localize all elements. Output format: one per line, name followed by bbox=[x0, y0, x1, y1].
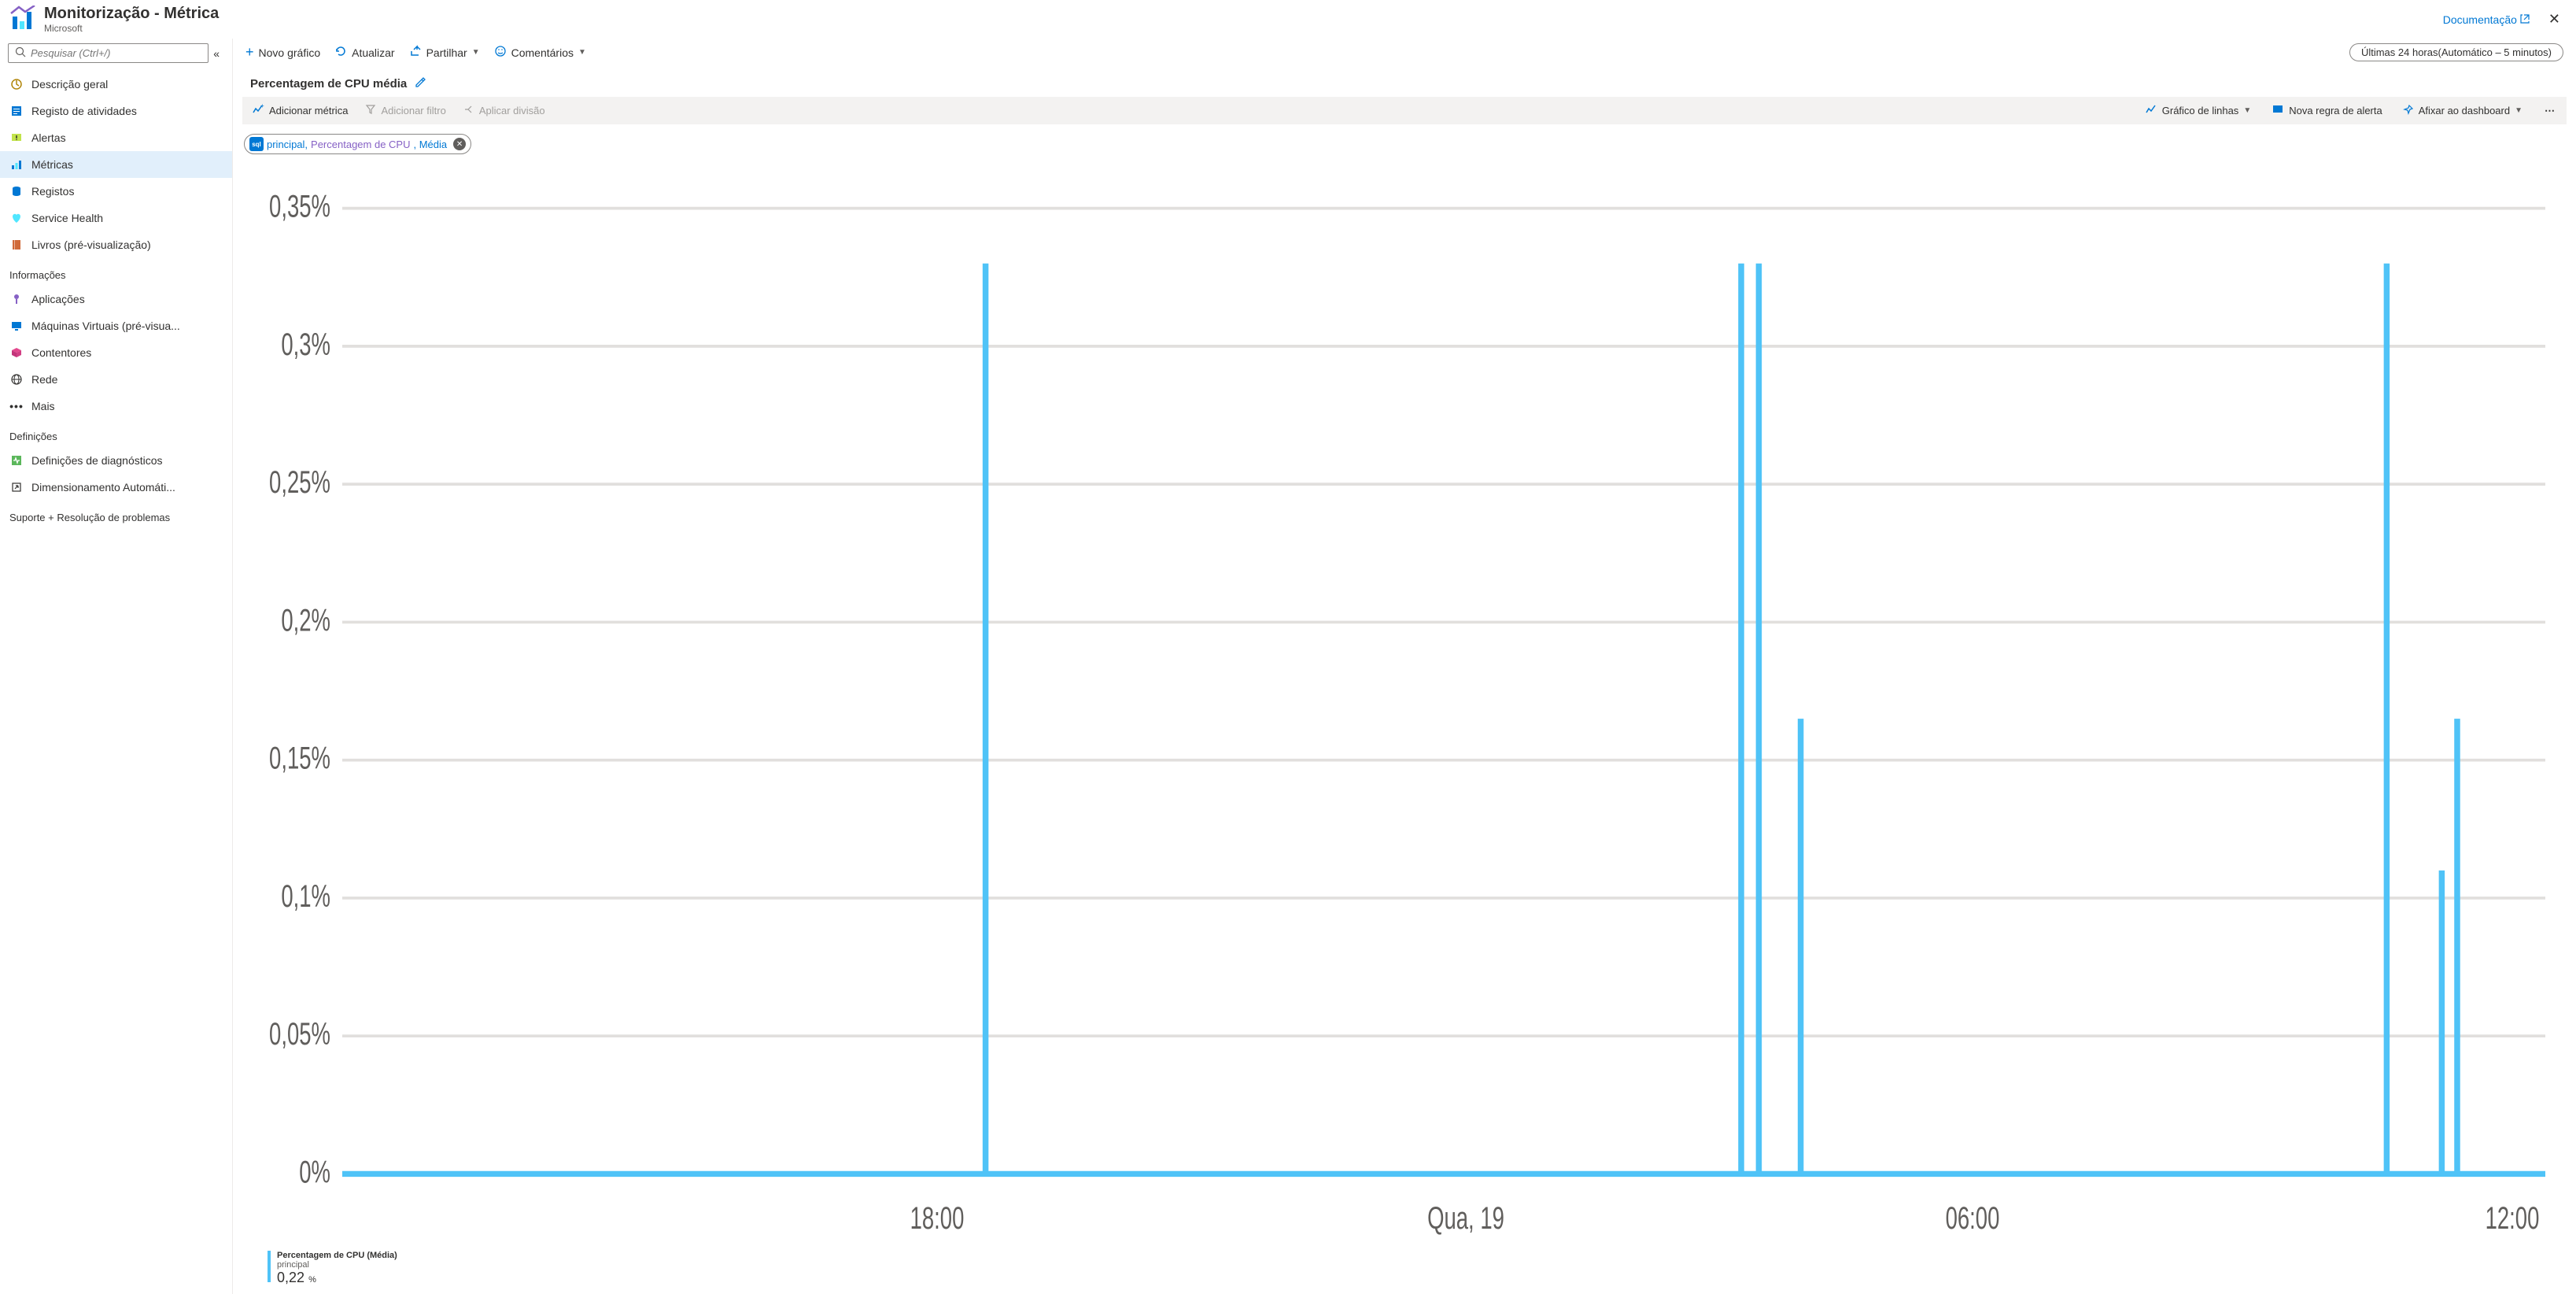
header: Monitorização - Métrica Microsoft Docume… bbox=[0, 0, 2576, 39]
chart-legend: Percentagem de CPU (Média) principal 0,2… bbox=[244, 1246, 2565, 1286]
svg-text:0%: 0% bbox=[299, 1155, 330, 1189]
feedback-button[interactable]: Comentários ▼ bbox=[494, 45, 586, 60]
svg-text:0,35%: 0,35% bbox=[269, 190, 330, 224]
network-icon bbox=[9, 372, 24, 386]
pin-icon bbox=[2403, 104, 2414, 117]
svg-text:0,15%: 0,15% bbox=[269, 741, 330, 776]
pin-dashboard-button[interactable]: Afixar ao dashboard ▼ bbox=[2400, 102, 2526, 119]
chart-title: Percentagem de CPU média bbox=[250, 77, 407, 91]
sidebar-item-metrics[interactable]: Métricas bbox=[0, 151, 232, 178]
page-title: Monitorização - Métrica bbox=[44, 5, 219, 23]
time-range-picker[interactable]: Últimas 24 horas(Automático – 5 minutos) bbox=[2349, 43, 2563, 61]
filter-icon bbox=[365, 104, 376, 117]
sidebar-item-overview[interactable]: Descrição geral bbox=[0, 71, 232, 98]
search-icon bbox=[15, 46, 26, 60]
containers-icon bbox=[9, 346, 24, 360]
overview-icon bbox=[9, 77, 24, 91]
external-link-icon bbox=[2520, 13, 2530, 26]
sidebar-item-service-health[interactable]: Service Health bbox=[0, 205, 232, 231]
remove-chip-button[interactable]: ✕ bbox=[453, 138, 466, 150]
metric-icon: + bbox=[252, 103, 264, 118]
chevron-down-icon: ▼ bbox=[2515, 106, 2522, 115]
logs-icon bbox=[9, 184, 24, 198]
svg-text:12:00: 12:00 bbox=[2486, 1201, 2540, 1236]
chart-toolbar: + Adicionar métrica Adicionar filtro Apl… bbox=[242, 97, 2567, 124]
diagnostics-icon bbox=[9, 453, 24, 468]
chevron-down-icon: ▼ bbox=[578, 48, 586, 57]
main-toolbar: + Novo gráfico Atualizar Partilhar ▼ Com… bbox=[233, 39, 2576, 66]
new-alert-button[interactable]: Nova regra de alerta bbox=[2268, 102, 2386, 120]
line-chart: 0,35% 0,3% 0,25% 0,2% 0,15% 0,1% 0,05% 0% 18:00 Q… bbox=[244, 179, 2565, 1246]
refresh-button[interactable]: Atualizar bbox=[334, 45, 394, 60]
close-button[interactable]: ✕ bbox=[2542, 8, 2567, 31]
svg-text:0,1%: 0,1% bbox=[281, 879, 330, 914]
line-chart-icon bbox=[2145, 103, 2157, 118]
more-options-button[interactable]: ⋯ bbox=[2540, 105, 2560, 117]
share-icon bbox=[409, 45, 422, 60]
search-input[interactable] bbox=[8, 43, 209, 63]
main-content: + Novo gráfico Atualizar Partilhar ▼ Com… bbox=[232, 39, 2576, 1294]
health-icon bbox=[9, 211, 24, 225]
sidebar-item-vms[interactable]: Máquinas Virtuais (pré-visua... bbox=[0, 312, 232, 339]
svg-text:0,05%: 0,05% bbox=[269, 1017, 330, 1052]
sidebar-item-workbooks[interactable]: Livros (pré-visualização) bbox=[0, 231, 232, 258]
metrics-icon bbox=[9, 157, 24, 172]
sidebar-item-logs[interactable]: Registos bbox=[0, 178, 232, 205]
activity-log-icon bbox=[9, 104, 24, 118]
refresh-icon bbox=[334, 45, 347, 60]
apply-split-button: Aplicar divisão bbox=[460, 102, 548, 119]
sidebar: « Descrição geral Registo de atividades … bbox=[0, 39, 232, 1294]
section-header-support: Suporte + Resolução de problemas bbox=[0, 501, 232, 528]
monitor-icon bbox=[9, 6, 38, 34]
svg-text:0,25%: 0,25% bbox=[269, 465, 330, 500]
page-subtitle: Microsoft bbox=[44, 23, 219, 34]
section-header-def: Definições bbox=[0, 420, 232, 447]
more-icon: ••• bbox=[9, 399, 24, 413]
collapse-sidebar-button[interactable]: « bbox=[209, 47, 224, 60]
share-button[interactable]: Partilhar ▼ bbox=[409, 45, 480, 60]
legend-color-bar bbox=[268, 1251, 271, 1282]
section-header-info: Informações bbox=[0, 258, 232, 286]
sidebar-item-diagnostics[interactable]: Definições de diagnósticos bbox=[0, 447, 232, 474]
new-chart-button[interactable]: + Novo gráfico bbox=[245, 44, 320, 61]
sidebar-item-network[interactable]: Rede bbox=[0, 366, 232, 393]
sidebar-item-autoscale[interactable]: Dimensionamento Automáti... bbox=[0, 474, 232, 501]
split-icon bbox=[463, 104, 474, 117]
svg-text:+: + bbox=[260, 103, 264, 109]
chevron-down-icon: ▼ bbox=[472, 48, 480, 57]
autoscale-icon bbox=[9, 480, 24, 494]
svg-text:18:00: 18:00 bbox=[910, 1201, 965, 1236]
sidebar-item-applications[interactable]: Aplicações bbox=[0, 286, 232, 312]
chart-area: 0,35% 0,3% 0,25% 0,2% 0,15% 0,1% 0,05% 0% 18:00 Q… bbox=[233, 164, 2576, 1294]
workbooks-icon bbox=[9, 238, 24, 252]
plus-icon: + bbox=[245, 44, 254, 61]
metric-chip[interactable]: sql principal, Percentagem de CPU , Médi… bbox=[244, 134, 471, 154]
chevron-down-icon: ▼ bbox=[2243, 106, 2251, 115]
alert-rule-icon bbox=[2272, 103, 2284, 118]
alerts-icon bbox=[9, 131, 24, 145]
add-filter-button: Adicionar filtro bbox=[362, 102, 448, 119]
chart-type-dropdown[interactable]: Gráfico de linhas ▼ bbox=[2142, 102, 2254, 120]
svg-text:0,3%: 0,3% bbox=[281, 327, 330, 362]
applications-icon bbox=[9, 292, 24, 306]
smiley-icon bbox=[494, 45, 507, 60]
sidebar-item-alerts[interactable]: Alertas bbox=[0, 124, 232, 151]
vm-icon bbox=[9, 319, 24, 333]
edit-title-button[interactable] bbox=[415, 77, 426, 91]
svg-text:06:00: 06:00 bbox=[1946, 1201, 2000, 1236]
sql-icon: sql bbox=[249, 137, 264, 151]
sidebar-item-containers[interactable]: Contentores bbox=[0, 339, 232, 366]
documentation-link[interactable]: Documentação bbox=[2443, 13, 2530, 26]
svg-text:0,2%: 0,2% bbox=[281, 603, 330, 638]
svg-text:Qua, 19: Qua, 19 bbox=[1427, 1201, 1504, 1236]
sidebar-item-more[interactable]: ••• Mais bbox=[0, 393, 232, 420]
add-metric-button[interactable]: + Adicionar métrica bbox=[249, 102, 351, 120]
sidebar-item-activity-log[interactable]: Registo de atividades bbox=[0, 98, 232, 124]
